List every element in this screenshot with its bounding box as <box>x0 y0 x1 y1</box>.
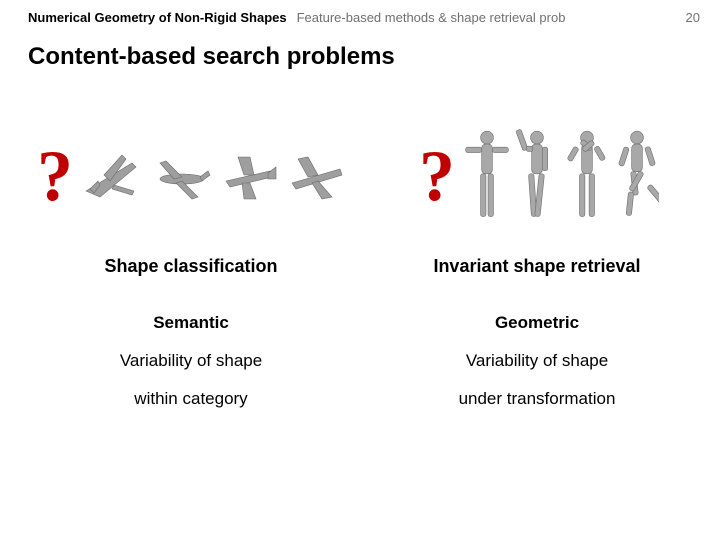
left-question-mark: ? <box>37 140 73 212</box>
right-column: ? <box>374 126 700 409</box>
right-sub3: under transformation <box>459 389 616 409</box>
right-figure-row: ? <box>374 126 700 226</box>
airplane-icon <box>83 151 145 201</box>
airplane-icon <box>219 151 281 201</box>
content-row: ? <box>28 126 700 409</box>
left-caption: Shape classification <box>104 256 277 277</box>
header-right: Feature-based methods & shape retrieval … <box>297 10 566 25</box>
human-figure-icon <box>465 128 509 224</box>
left-sub2: Variability of shape <box>120 351 262 371</box>
slide: Numerical Geometry of Non-Rigid Shapes F… <box>0 0 720 540</box>
right-sub2: Variability of shape <box>466 351 608 371</box>
right-question-mark: ? <box>419 140 455 212</box>
header: Numerical Geometry of Non-Rigid Shapes F… <box>28 10 700 25</box>
left-figure-row: ? <box>28 126 354 226</box>
right-sub1: Geometric <box>495 313 579 333</box>
human-figure-icon <box>615 128 659 224</box>
left-sub3: within category <box>134 389 247 409</box>
page-number: 20 <box>686 10 700 25</box>
human-figure-icon <box>565 128 609 224</box>
header-left: Numerical Geometry of Non-Rigid Shapes <box>28 10 287 25</box>
left-sub1: Semantic <box>153 313 229 333</box>
airplane-icon <box>151 151 213 201</box>
human-figure-icon <box>515 128 559 224</box>
airplane-icon <box>287 151 349 201</box>
slide-title: Content-based search problems <box>28 43 700 71</box>
right-caption: Invariant shape retrieval <box>433 256 640 277</box>
left-column: ? <box>28 126 354 409</box>
